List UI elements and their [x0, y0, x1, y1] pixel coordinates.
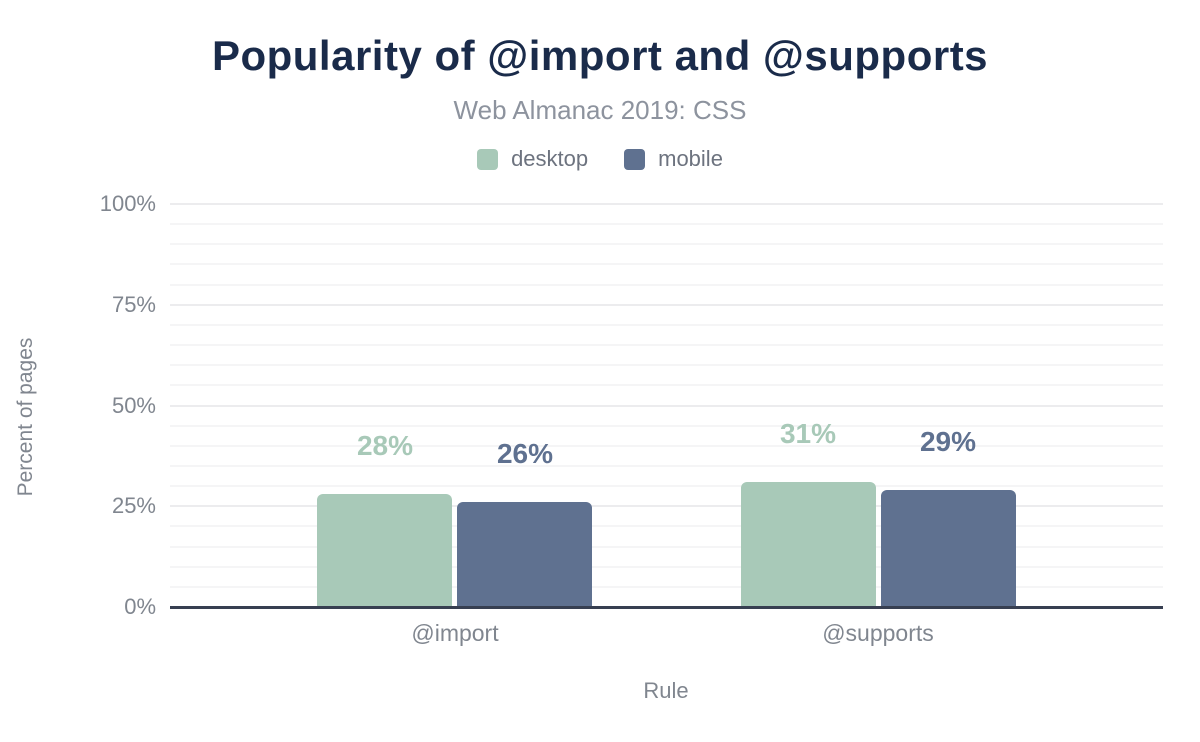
desktop-swatch-icon: [477, 148, 499, 170]
gridline: [170, 424, 1163, 427]
gridline: [170, 323, 1163, 326]
gridline: [170, 344, 1163, 347]
x-category-label: @supports: [822, 620, 934, 646]
bar-value-label: 31%: [779, 418, 837, 450]
legend-item-desktop[interactable]: desktop: [477, 146, 588, 172]
gridline: [170, 444, 1163, 447]
gridline: [170, 203, 1163, 205]
gridline: [170, 585, 1163, 588]
gridline: [170, 283, 1163, 286]
gridline: [170, 525, 1163, 528]
bar-value-label: 28%: [356, 430, 413, 462]
gridline: [170, 263, 1163, 266]
chart-subtitle: Web Almanac 2019: CSS: [453, 95, 747, 125]
gridline: [170, 223, 1163, 226]
gridline: [170, 384, 1163, 387]
legend-label-desktop: desktop: [511, 146, 589, 171]
gridline: [170, 243, 1163, 246]
x-axis-line: [170, 606, 1163, 609]
y-axis-title: Percent of pages: [14, 337, 37, 497]
y-tick-label: 0%: [124, 594, 156, 619]
y-tick-label: 25%: [111, 493, 156, 519]
x-axis-title: Rule: [643, 678, 689, 703]
bar-desktop-supports: [740, 482, 876, 607]
bar-value-label: 29%: [919, 426, 977, 458]
gridline: [170, 485, 1163, 488]
bar-value-label: 26%: [496, 438, 553, 470]
gridline: [170, 545, 1163, 548]
legend-item-mobile[interactable]: mobile: [624, 146, 723, 172]
bar-desktop-import: [317, 494, 453, 607]
chart-title: Popularity of @import and @supports: [211, 32, 989, 79]
legend: desktop mobile: [0, 146, 1200, 172]
y-tick-label: 50%: [111, 392, 156, 418]
gridline: [170, 565, 1163, 568]
mobile-swatch-icon: [624, 148, 646, 170]
bar-mobile-import: [457, 502, 593, 607]
gridline: [170, 404, 1163, 407]
gridline: [170, 464, 1163, 467]
gridline: [170, 303, 1163, 306]
bar-mobile-supports: [880, 490, 1016, 607]
gridline: [170, 505, 1163, 508]
plot-area: 0% 25% 50% 75% 100% 28% 26% @import 31% 29% @suppo…: [100, 192, 1163, 646]
y-tick-label: 75%: [111, 291, 156, 317]
gridline: [170, 364, 1163, 367]
x-category-label: @import: [411, 620, 499, 646]
legend-label-mobile: mobile: [658, 146, 723, 171]
y-tick-label: 100%: [99, 191, 156, 216]
